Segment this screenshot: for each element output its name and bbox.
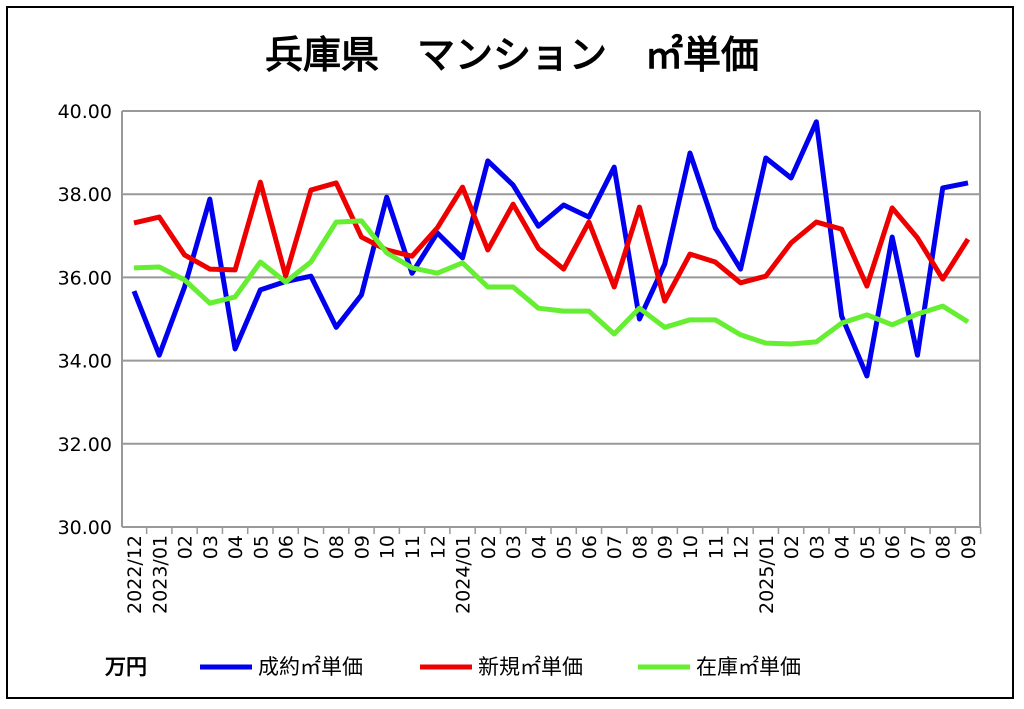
x-tick-label: 02 — [478, 535, 500, 559]
chart-frame — [6, 6, 1014, 699]
x-tick-label: 2023/01 — [149, 535, 171, 614]
x-tick-label: 02 — [781, 535, 803, 559]
x-tick-label: 03 — [200, 535, 222, 559]
x-tick-label: 02 — [175, 535, 197, 559]
x-tick-label: 04 — [225, 535, 247, 559]
x-tick-label: 08 — [326, 535, 348, 559]
y-tick-label: 38.00 — [58, 184, 112, 206]
y-tick-label: 40.00 — [58, 101, 112, 123]
x-tick-label: 10 — [377, 535, 399, 559]
chart-title: 兵庫県 マンション ㎡単価 — [265, 33, 759, 77]
x-tick-label: 07 — [301, 535, 323, 559]
x-tick-label: 2024/01 — [453, 535, 475, 614]
x-tick-label: 06 — [276, 535, 298, 559]
x-tick-label: 09 — [655, 535, 677, 559]
x-tick-label: 04 — [832, 535, 854, 559]
x-tick-label: 10 — [680, 535, 702, 559]
y-tick-label: 34.00 — [58, 351, 112, 373]
x-tick-label: 04 — [528, 535, 550, 559]
x-tick-label: 09 — [958, 535, 980, 559]
x-tick-label: 08 — [629, 535, 651, 559]
x-tick-label: 2022/12 — [124, 535, 146, 614]
x-tick-label: 05 — [250, 535, 272, 559]
legend-label: 成約㎡単価 — [258, 655, 363, 679]
x-tick-label: 06 — [579, 535, 601, 559]
y-tick-label: 32.00 — [58, 434, 112, 456]
unit-label: 万円 — [104, 655, 147, 679]
x-tick-label: 12 — [427, 535, 449, 559]
x-tick-label: 11 — [705, 535, 727, 559]
x-tick-label: 06 — [882, 535, 904, 559]
x-tick-label: 07 — [907, 535, 929, 559]
series-line-1 — [131, 119, 969, 379]
legend-label: 新規㎡単価 — [478, 655, 583, 679]
x-tick-label: 05 — [554, 535, 576, 559]
x-tick-label: 09 — [351, 535, 373, 559]
x-tick-label: 11 — [402, 535, 424, 559]
x-tick-label: 2025/01 — [756, 535, 778, 614]
x-tick-label: 05 — [857, 535, 879, 559]
y-tick-label: 30.00 — [58, 517, 112, 539]
x-tick-label: 07 — [604, 535, 626, 559]
y-tick-label: 36.00 — [58, 267, 112, 289]
x-tick-label: 08 — [933, 535, 955, 559]
series-line-2 — [133, 179, 971, 304]
x-tick-label: 12 — [731, 535, 753, 559]
x-tick-label: 03 — [806, 535, 828, 559]
series-line-3 — [133, 218, 970, 347]
legend-label: 在庫㎡単価 — [696, 655, 801, 679]
x-tick-label: 03 — [503, 535, 525, 559]
